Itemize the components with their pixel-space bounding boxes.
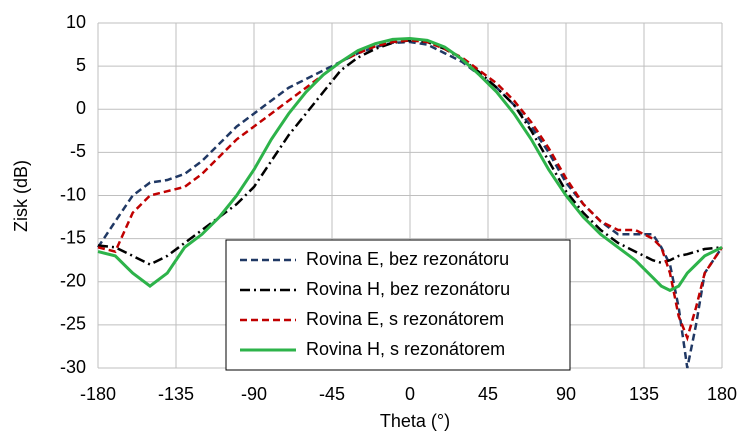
y-tick-label: -10: [60, 184, 86, 204]
x-tick-label: 45: [478, 384, 498, 404]
y-axis-label: Zisk (dB): [11, 160, 31, 232]
x-tick-label: -45: [319, 384, 345, 404]
x-tick-label: 0: [405, 384, 415, 404]
y-tick-label: -20: [60, 271, 86, 291]
y-tick-label: 10: [66, 12, 86, 32]
x-tick-label: 90: [556, 384, 576, 404]
series-line: [96, 40, 724, 369]
y-tick-label: -30: [60, 357, 86, 377]
legend-box: [225, 239, 571, 371]
series-line: [97, 39, 724, 342]
y-tick-label: -5: [70, 141, 86, 161]
x-tick-label: -180: [80, 384, 116, 404]
legend-label: Rovina E, s rezonátorem: [306, 309, 504, 329]
y-tick-label: 5: [76, 55, 86, 75]
x-tick-label: -135: [158, 384, 194, 404]
y-tick-label: 0: [76, 98, 86, 118]
x-tick-label: 135: [629, 384, 659, 404]
x-tick-label: 180: [707, 384, 737, 404]
series-line: [97, 36, 723, 293]
y-tick-label: -15: [60, 227, 86, 247]
legend-label: Rovina E, bez rezonátoru: [306, 249, 509, 269]
x-tick-label: -90: [241, 384, 267, 404]
legend: Rovina E, bez rezonátoru Rovina H, bez re…: [225, 239, 571, 371]
legend-label: Rovina H, s rezonátorem: [306, 339, 505, 359]
legend-label: Rovina H, bez rezonátoru: [306, 279, 510, 299]
x-axis-label: Theta (°): [380, 411, 450, 431]
y-tick-label: -25: [60, 314, 86, 334]
